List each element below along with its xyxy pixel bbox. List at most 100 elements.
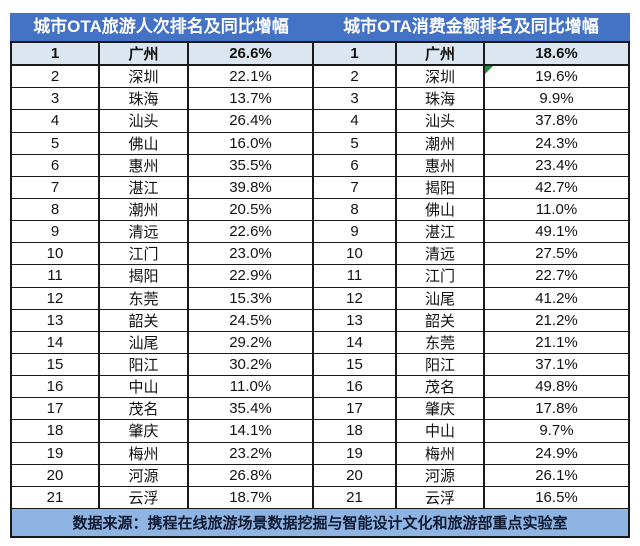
spend-rank-value: 1: [350, 45, 359, 63]
visits-rank-value: 15: [46, 356, 64, 374]
visits-city-cell: 惠州: [98, 154, 187, 176]
spend-city-value: 汕尾: [424, 290, 455, 308]
visits-growth-value: 23.2%: [229, 444, 272, 462]
table-row: 3 珠海 13.7% 3 珠海 9.9%: [12, 88, 628, 111]
visits-city-cell: 河源: [98, 464, 187, 486]
table-row: 12 东莞 15.3% 12 汕尾 41.2%: [12, 287, 628, 310]
spend-rank-value: 9: [350, 223, 359, 241]
spend-rank-cell: 18: [312, 420, 395, 442]
spend-city-value: 惠州: [424, 157, 455, 175]
visits-rank-cell: 9: [12, 221, 98, 242]
visits-rank-value: 14: [46, 333, 64, 351]
spend-city-cell: 韶关: [395, 309, 483, 331]
spend-rank-value: 15: [346, 356, 363, 374]
spend-city-cell: 惠州: [395, 154, 483, 176]
spend-city-value: 河源: [424, 467, 455, 485]
visits-city-cell: 深圳: [98, 66, 187, 88]
spend-rank-value: 10: [346, 245, 363, 263]
spend-growth-value: 19.6%: [535, 68, 578, 86]
visits-growth-value: 18.7%: [229, 488, 272, 506]
visits-rank-cell: 14: [12, 332, 98, 353]
spend-growth-value: 22.7%: [535, 267, 578, 285]
spend-rank-value: 16: [346, 378, 363, 396]
visits-rank-cell: 15: [12, 354, 98, 375]
visits-city-cell: 云浮: [98, 486, 187, 508]
spend-rank-value: 18: [346, 422, 363, 440]
visits-rank-cell: 16: [12, 376, 98, 397]
spend-growth-value: 21.1%: [535, 333, 578, 351]
visits-city-cell: 中山: [98, 376, 187, 398]
spend-rank-cell: 8: [312, 198, 395, 221]
visits-city-cell: 佛山: [98, 132, 187, 154]
visits-growth-cell: 20.5%: [187, 198, 312, 221]
table-row: 13 韶关 24.5% 13 韶关 21.2%: [12, 309, 628, 332]
spend-city-cell: 佛山: [395, 198, 483, 221]
spend-city-value: 东莞: [424, 334, 455, 352]
spend-growth-cell: 23.4%: [483, 154, 628, 176]
visits-growth-cell: 39.8%: [187, 176, 312, 198]
spend-rank-value: 7: [350, 178, 359, 196]
visits-rank-value: 12: [46, 289, 64, 307]
visits-rank-cell: 19: [12, 443, 98, 464]
visits-city-value: 中山: [128, 379, 159, 397]
visits-rank-cell: 4: [12, 110, 98, 131]
spend-growth-cell: 16.5%: [483, 486, 628, 508]
visits-rank-cell: 2: [12, 66, 98, 87]
spend-city-value: 茂名: [424, 379, 455, 397]
visits-rank-cell: 20: [12, 465, 98, 486]
spend-rank-cell: 21: [312, 486, 395, 508]
table-row: 2 深圳 22.1% 2 深圳 19.6%: [12, 66, 628, 89]
visits-city-value: 河源: [128, 467, 159, 485]
visits-rank-cell: 7: [12, 177, 98, 198]
visits-growth-cell: 22.9%: [187, 265, 312, 287]
visits-city-value: 阳江: [128, 357, 159, 375]
table-row: 9 清远 22.6% 9 湛江 49.1%: [12, 221, 628, 244]
spend-city-cell: 肇庆: [395, 398, 483, 420]
spend-city-value: 广州: [424, 46, 455, 64]
visits-growth-value: 22.6%: [229, 223, 272, 241]
spend-rank-cell: 17: [312, 398, 395, 420]
spend-city-cell: 阳江: [395, 353, 483, 376]
visits-city-cell: 梅州: [98, 442, 187, 464]
spend-city-cell: 东莞: [395, 331, 483, 353]
visits-rank-value: 18: [46, 422, 64, 440]
visits-rank-cell: 6: [12, 155, 98, 176]
visits-rank-cell: 17: [12, 398, 98, 419]
visits-rank-cell: 11: [12, 265, 98, 286]
spend-city-cell: 云浮: [395, 486, 483, 508]
spend-rank-value: 20: [346, 466, 363, 484]
visits-growth-value: 30.2%: [229, 356, 272, 374]
visits-city-cell: 广州: [98, 43, 187, 65]
visits-growth-cell: 11.0%: [187, 376, 312, 398]
spend-city-value: 珠海: [424, 91, 455, 109]
visits-city-cell: 清远: [98, 221, 187, 243]
spend-rank-cell: 15: [312, 353, 395, 376]
visits-growth-cell: 16.0%: [187, 132, 312, 154]
visits-growth-value: 16.0%: [229, 134, 272, 152]
visits-city-value: 广州: [128, 46, 159, 64]
visits-rank-cell: 1: [12, 43, 98, 64]
visits-growth-value: 39.8%: [229, 178, 272, 196]
spend-growth-value: 26.1%: [535, 466, 578, 484]
spend-city-cell: 广州: [395, 43, 483, 65]
visits-rank-cell: 10: [12, 243, 98, 264]
visits-rank-cell: 8: [12, 199, 98, 220]
visits-rank-value: 17: [46, 400, 64, 418]
visits-growth-value: 26.6%: [229, 45, 272, 63]
spend-table-title: 城市OTA消费金额排名及同比增幅: [343, 17, 599, 36]
visits-growth-cell: 26.6%: [187, 43, 312, 65]
spend-city-cell: 珠海: [395, 88, 483, 110]
excel-error-triangle-icon: [485, 66, 493, 75]
spend-growth-value: 21.2%: [535, 311, 578, 329]
visits-city-cell: 湛江: [98, 176, 187, 198]
spend-growth-value: 24.3%: [535, 134, 578, 152]
visits-growth-cell: 35.5%: [187, 154, 312, 176]
visits-city-value: 佛山: [128, 135, 159, 153]
spend-growth-cell: 18.6%: [483, 43, 628, 65]
visits-city-value: 肇庆: [128, 423, 159, 441]
visits-growth-cell: 30.2%: [187, 353, 312, 376]
visits-city-value: 汕头: [128, 113, 159, 131]
spend-rank-value: 4: [350, 112, 359, 130]
spend-rank-cell: 13: [312, 309, 395, 331]
visits-growth-cell: 22.6%: [187, 221, 312, 243]
